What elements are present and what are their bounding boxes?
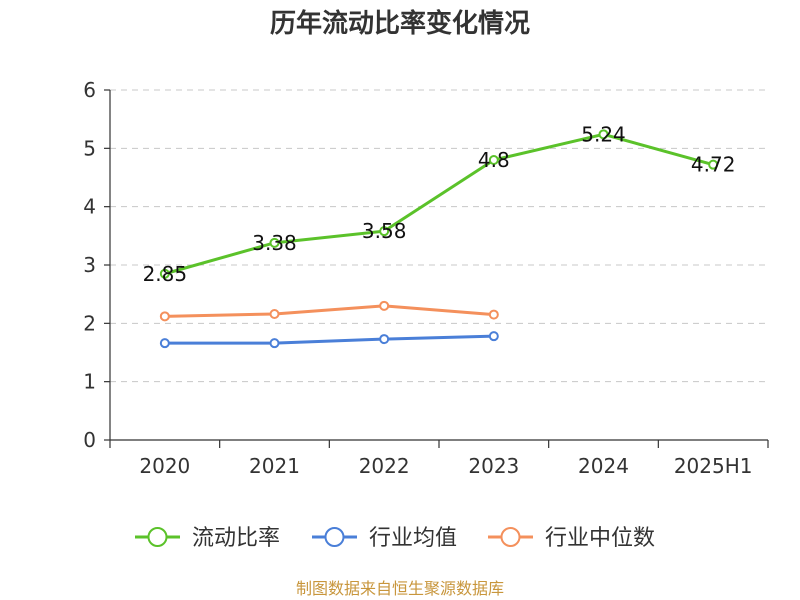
- legend-label: 行业均值: [369, 526, 457, 551]
- data-point-0-4: [598, 129, 609, 140]
- data-label-0-4: 5.24: [581, 122, 626, 146]
- legend-circle-icon: [324, 527, 345, 547]
- y-tick-label: 1: [83, 370, 96, 394]
- y-tick-label: 6: [83, 78, 96, 102]
- legend: 流动比率 行业均值 行业中位数: [135, 526, 655, 551]
- data-point-1-1: [269, 338, 280, 349]
- y-tick-label: 4: [83, 195, 96, 219]
- data-labels: 2.85 3.38 3.58 4.8 5.24 4.72: [143, 122, 736, 285]
- data-point-2-2: [379, 300, 390, 311]
- legend-circle-icon: [500, 527, 521, 547]
- y-tick-label: 2: [83, 311, 96, 335]
- legend-label: 流动比率: [192, 526, 280, 551]
- y-tick-label: 5: [83, 136, 96, 160]
- data-point-0-3: [488, 155, 499, 165]
- data-point-2-0: [159, 311, 170, 322]
- x-tick-label: 2024: [578, 454, 629, 478]
- data-label-0-5: 4.72: [691, 153, 736, 177]
- data-label-0-3: 4.8: [478, 148, 510, 172]
- data-point-0-2: [379, 226, 390, 237]
- x-tick-label: 2025H1: [674, 454, 753, 478]
- chart-title: 历年流动比率变化情况: [270, 8, 530, 39]
- legend-item-1[interactable]: 行业均值: [312, 526, 457, 551]
- series-line-2: [164, 304, 494, 318]
- axes: 0 1 2 3 4 5 6 2020 2021 2022 2023 2024 2025H1: [83, 78, 769, 478]
- data-point-2-1: [269, 309, 280, 319]
- data-label-0-0: 2.85: [143, 262, 188, 286]
- data-label-0-2: 3.58: [362, 219, 407, 243]
- series-line-0: [164, 132, 714, 276]
- legend-label: 行业中位数: [545, 526, 655, 551]
- y-tick-label: 3: [83, 253, 96, 277]
- y-tick-label: 0: [83, 428, 96, 452]
- legend-item-2[interactable]: 行业中位数: [488, 526, 655, 551]
- data-point-1-2: [379, 334, 390, 345]
- series-layer: [159, 129, 719, 349]
- data-point-0-0: [159, 268, 170, 279]
- x-tick-label: 2023: [468, 454, 519, 478]
- legend-item-0[interactable]: 流动比率: [135, 526, 280, 551]
- data-point-1-3: [488, 331, 499, 342]
- x-tick-label: 2021: [249, 454, 300, 478]
- series-line-1: [164, 334, 494, 345]
- data-point-1-0: [159, 338, 170, 349]
- data-point-2-3: [488, 309, 499, 320]
- source-note: 制图数据来自恒生聚源数据库: [296, 579, 504, 598]
- x-tick-label: 2022: [359, 454, 410, 478]
- data-point-0-1: [269, 237, 280, 248]
- legend-circle-icon: [147, 527, 168, 547]
- data-point-0-5: [708, 159, 719, 170]
- data-label-0-1: 3.38: [252, 231, 297, 255]
- x-tick-label: 2020: [139, 454, 190, 478]
